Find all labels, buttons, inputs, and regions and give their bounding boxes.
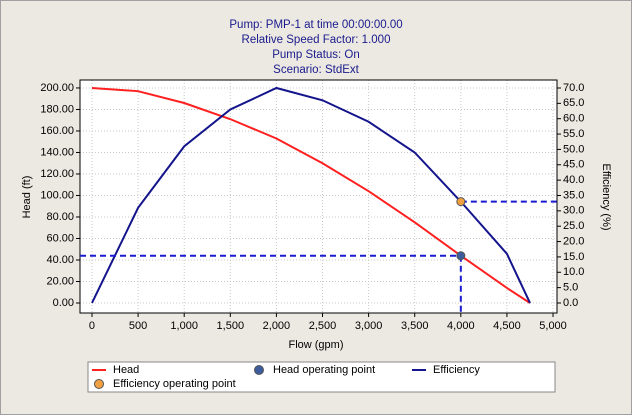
chart-title: Pump: PMP-1 at time 00:00:00.00 [229, 19, 402, 31]
y2-tick-label: 0.0 [563, 297, 578, 309]
y-tick-label: 180.00 [40, 103, 74, 115]
y-tick-label: 100.00 [40, 189, 74, 201]
x-tick-label: 3,500 [401, 320, 429, 332]
x-tick-label: 0 [89, 320, 95, 332]
x-tick-label: 500 [129, 320, 147, 332]
y-tick-label: 20.00 [46, 275, 74, 287]
y-tick-label: 80.00 [46, 211, 74, 223]
plot-border [79, 79, 558, 314]
chart-title: Scenario: StdExt [273, 64, 359, 76]
y2-tick-label: 45.0 [563, 159, 584, 171]
y2-tick-label: 15.0 [563, 251, 584, 263]
y-tick-label: 40.00 [46, 254, 74, 266]
x-tick-label: 1,000 [170, 320, 198, 332]
y2-tick-label: 20.0 [563, 235, 584, 247]
y-tick-label: 160.00 [40, 125, 74, 137]
x-tick-label: 3,000 [355, 320, 383, 332]
y2-tick-label: 30.0 [563, 205, 584, 217]
legend-label: Head operating point [273, 364, 375, 376]
x-tick-label: 4,000 [447, 320, 475, 332]
y2-tick-label: 55.0 [563, 128, 584, 140]
series-line [91, 86, 531, 304]
y2-tick-label: 60.0 [563, 113, 584, 125]
y2-axis-label: Efficiency (%) [600, 163, 612, 230]
y-axis-label: Head (ft) [21, 176, 33, 219]
y2-tick-label: 50.0 [563, 143, 584, 155]
y2-tick-label: 40.0 [563, 174, 584, 186]
chart-title: Relative Speed Factor: 1.000 [242, 34, 391, 46]
y2-tick-label: 5.0 [563, 282, 578, 294]
y-tick-label: 60.00 [46, 232, 74, 244]
series-line [91, 86, 531, 304]
y2-tick-label: 35.0 [563, 189, 584, 201]
y-tick-label: 0.00 [53, 297, 74, 309]
operating-point [456, 251, 466, 261]
x-tick-label: 2,000 [263, 320, 291, 332]
legend-label: Efficiency operating point [113, 378, 236, 390]
y2-tick-label: 70.0 [563, 82, 584, 94]
x-tick-label: 5,000 [539, 320, 567, 332]
legend-swatch [94, 379, 104, 389]
y-tick-label: 120.00 [40, 168, 74, 180]
legend-swatch [254, 365, 264, 375]
y-tick-label: 200.00 [40, 82, 74, 94]
x-axis-label: Flow (gpm) [288, 339, 343, 351]
y-tick-label: 140.00 [40, 146, 74, 158]
legend-label: Head [113, 364, 139, 376]
x-tick-label: 4,500 [493, 320, 521, 332]
legend [87, 361, 556, 393]
y2-tick-label: 25.0 [563, 220, 584, 232]
y2-tick-label: 10.0 [563, 266, 584, 278]
chart-title: Pump Status: On [272, 49, 360, 61]
x-tick-label: 2,500 [309, 320, 337, 332]
y2-tick-label: 65.0 [563, 97, 584, 109]
legend-label: Efficiency [433, 364, 480, 376]
x-tick-label: 1,500 [217, 320, 245, 332]
operating-point [456, 197, 466, 207]
plot-area [80, 80, 557, 313]
